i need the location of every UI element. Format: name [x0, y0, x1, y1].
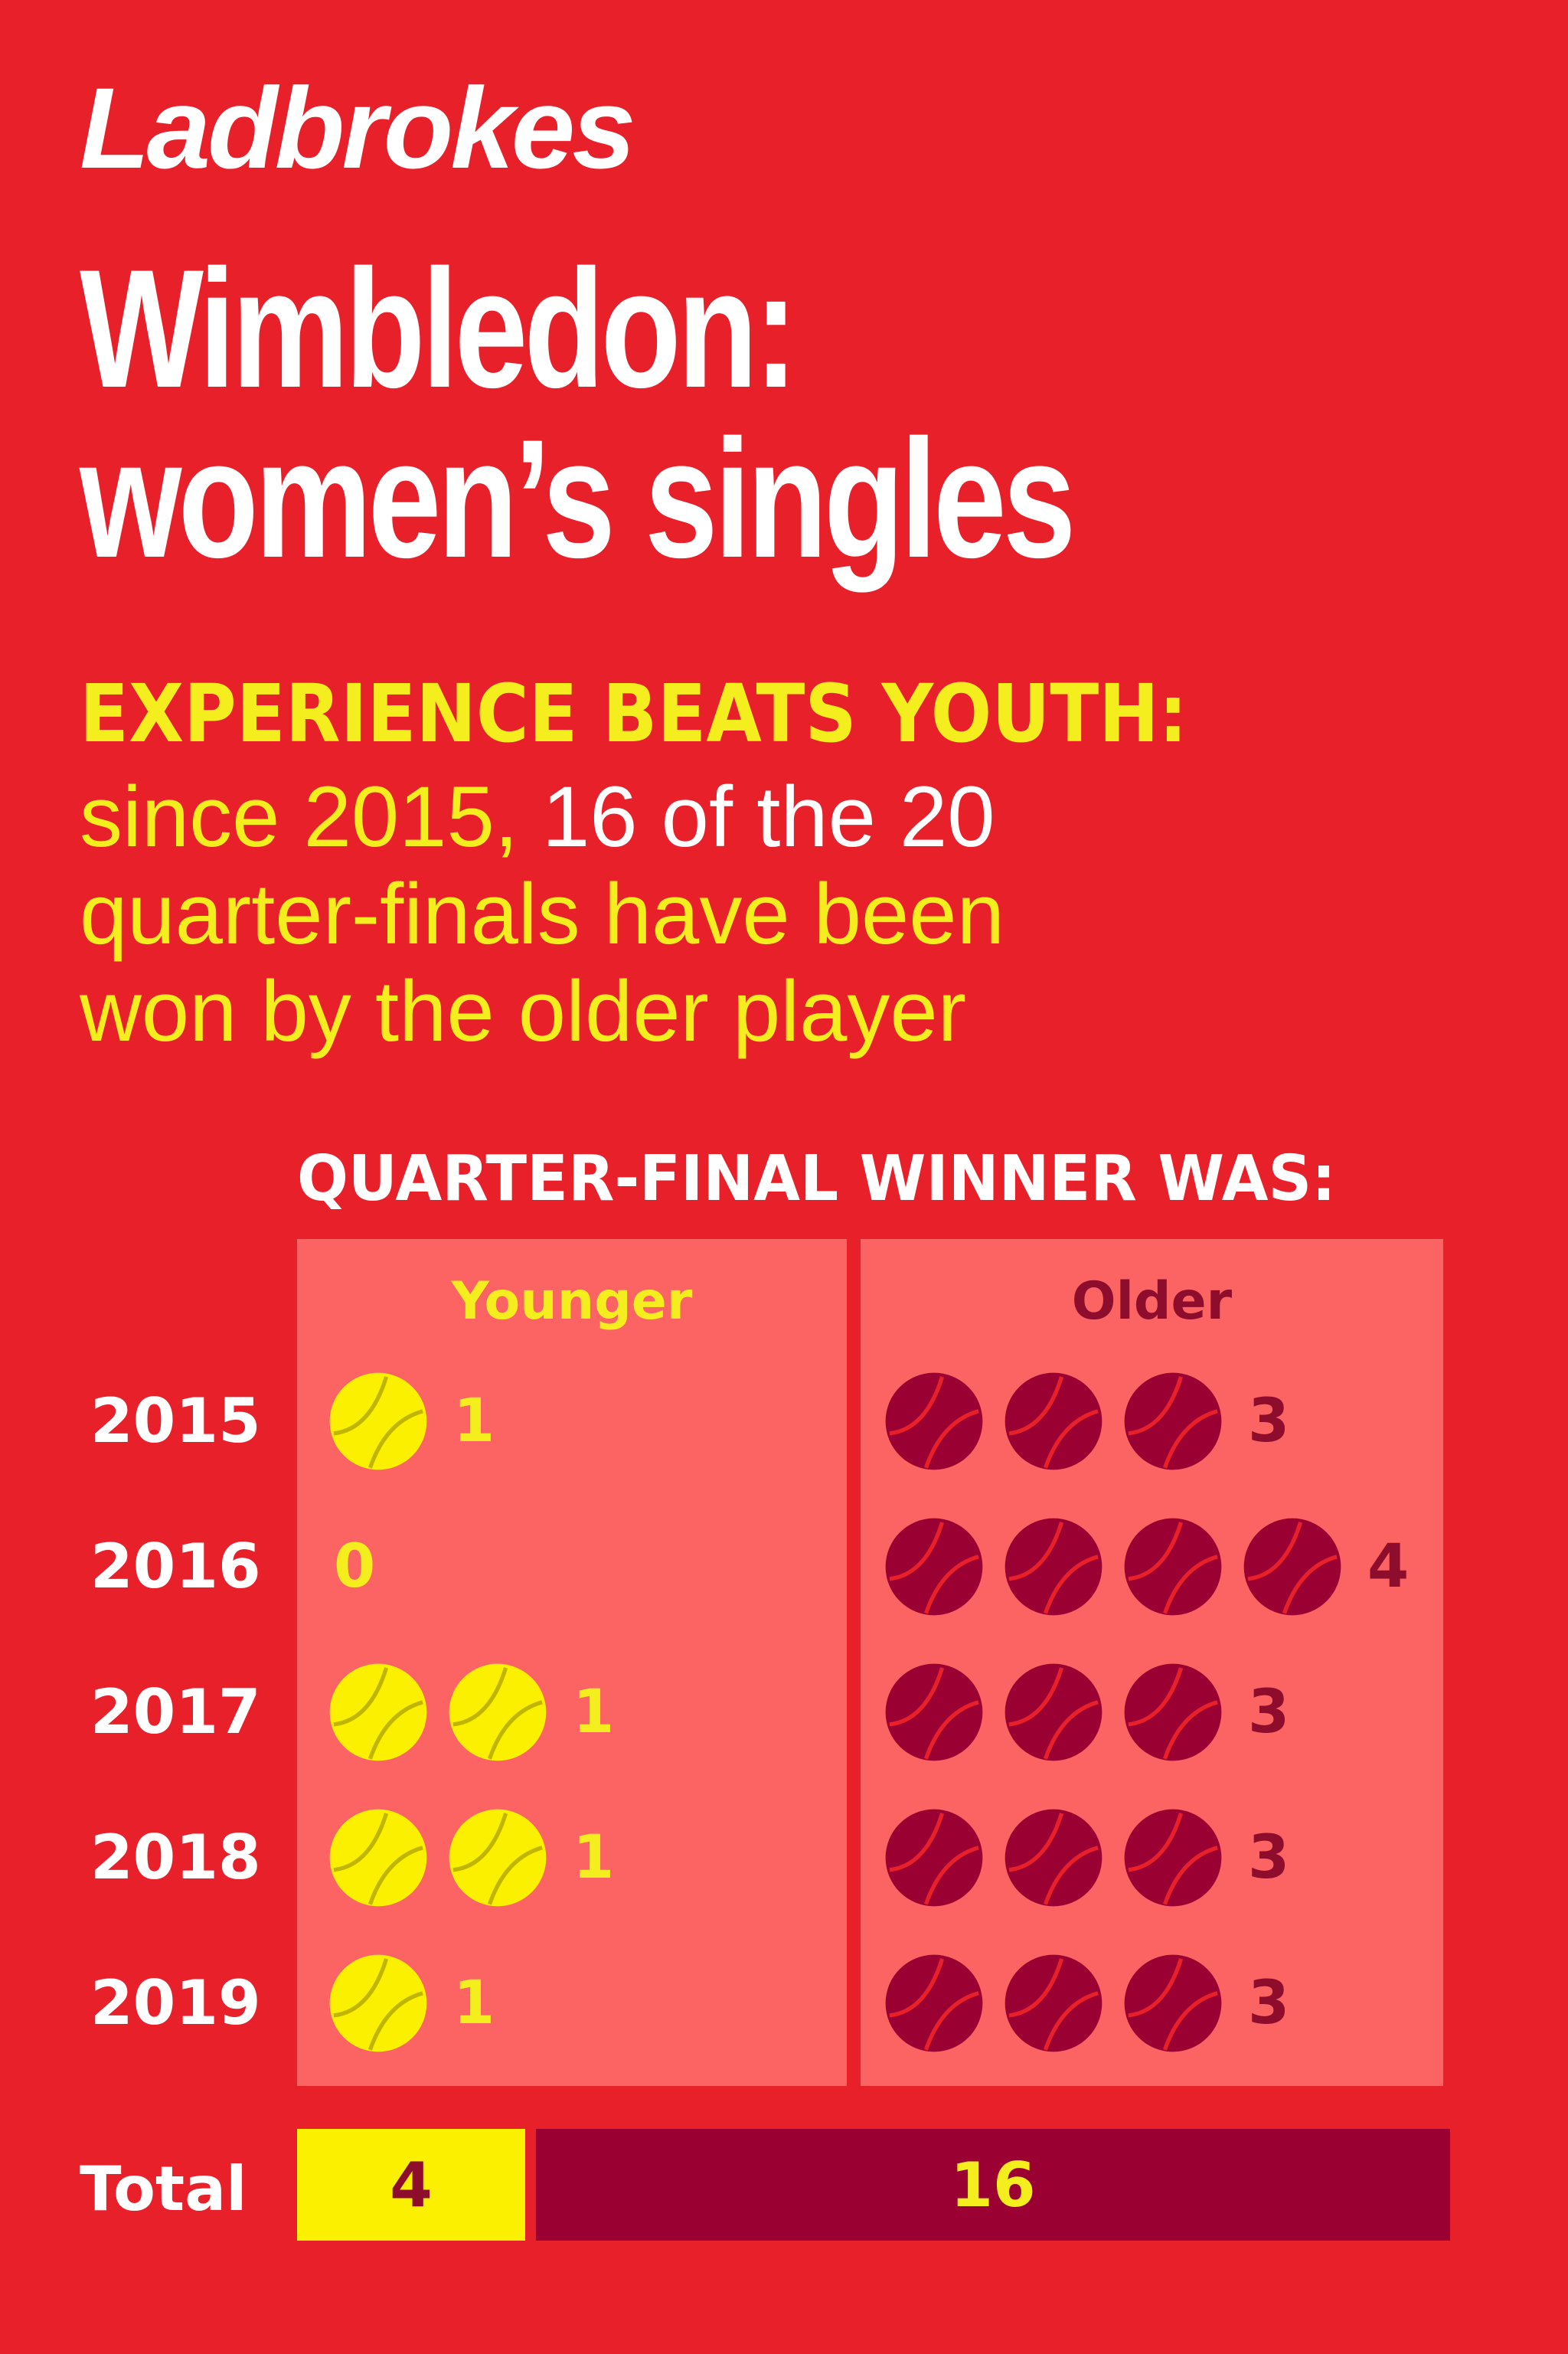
older-ball-row: 3	[884, 1371, 1289, 1472]
tennis-ball-icon	[449, 1663, 547, 1761]
tennis-ball-icon	[1124, 1663, 1222, 1761]
older-ball-row: 3	[884, 1807, 1289, 1908]
tennis-ball-icon	[449, 1809, 547, 1907]
older-ball	[884, 1516, 985, 1617]
younger-ball-row: 1	[328, 1807, 614, 1908]
older-ball	[884, 1662, 985, 1763]
tennis-ball-icon	[1124, 1809, 1222, 1907]
younger-ball-row: 1	[328, 1662, 614, 1763]
tennis-ball-icon	[329, 1372, 427, 1470]
title-line-2: women’s singles	[80, 404, 1076, 593]
subtext: since 2015, 16 of the 20 quarter-finals …	[80, 768, 1381, 1060]
younger-ball	[328, 1953, 429, 2054]
older-count: 3	[1248, 1387, 1290, 1456]
tennis-ball-icon	[1004, 1518, 1102, 1616]
tennis-ball-icon	[885, 1809, 983, 1907]
younger-ball	[447, 1807, 548, 1908]
headline: EXPERIENCE BEATS YOUTH:	[80, 667, 1187, 760]
tennis-ball-icon	[885, 1372, 983, 1470]
title-line-1: Wimbledon:	[80, 234, 798, 423]
older-ball	[1122, 1807, 1223, 1908]
older-ball	[1122, 1516, 1223, 1617]
younger-count: 1	[453, 1969, 495, 2038]
year-label: 2015	[90, 1385, 261, 1457]
older-ball	[1242, 1516, 1343, 1617]
tennis-ball-icon	[1004, 1954, 1102, 2052]
year-label: 2018	[90, 1822, 261, 1893]
subtext-line-1: since 2015, 16 of the 20	[80, 768, 1381, 865]
tennis-ball-icon	[329, 1809, 427, 1907]
older-ball	[1003, 1371, 1104, 1472]
younger-ball-row: 1	[328, 1953, 495, 2054]
tennis-ball-icon	[329, 1663, 427, 1761]
younger-count: 1	[573, 1823, 615, 1892]
total-younger-bar: 4	[297, 2129, 525, 2241]
older-ball-row: 4	[884, 1516, 1409, 1617]
subtext-highlight: 16 of the 20	[541, 769, 995, 865]
younger-ball-row: 0	[328, 1516, 375, 1617]
tennis-ball-icon	[885, 1954, 983, 2052]
tennis-ball-icon	[1004, 1663, 1102, 1761]
tennis-ball-icon	[1243, 1518, 1341, 1616]
section-label: QUARTER-FINAL WINNER WAS:	[297, 1143, 1336, 1215]
younger-count: 1	[453, 1387, 495, 1456]
subtext-line-2: quarter-finals have been	[80, 866, 1004, 962]
younger-ball-row: 1	[328, 1371, 495, 1472]
older-ball	[1122, 1371, 1223, 1472]
ladbrokes-logo: Ladbrokes	[80, 64, 636, 192]
younger-ball	[328, 1807, 429, 1908]
older-ball	[884, 1371, 985, 1472]
younger-count: 0	[334, 1532, 376, 1601]
year-label: 2017	[90, 1676, 261, 1748]
older-count: 3	[1248, 1823, 1290, 1892]
younger-ball	[328, 1662, 429, 1763]
year-label: 2016	[90, 1531, 261, 1602]
total-older-bar: 16	[536, 2129, 1450, 2241]
tennis-ball-icon	[885, 1663, 983, 1761]
subtext-line-3: won by the older player	[80, 963, 967, 1059]
older-count: 3	[1248, 1678, 1290, 1747]
older-ball	[1122, 1953, 1223, 2054]
subtext-line-1-pre: since 2015,	[80, 769, 542, 865]
older-ball	[1122, 1662, 1223, 1763]
tennis-ball-icon	[1124, 1518, 1222, 1616]
older-count: 3	[1248, 1969, 1290, 2038]
total-label: Total	[80, 2153, 247, 2225]
older-ball-row: 3	[884, 1662, 1289, 1763]
older-column-header: Older	[1071, 1271, 1233, 1332]
younger-ball	[328, 1371, 429, 1472]
tennis-ball-icon	[1004, 1809, 1102, 1907]
older-count: 4	[1367, 1532, 1410, 1601]
older-ball	[1003, 1516, 1104, 1617]
older-ball	[884, 1953, 985, 2054]
older-ball	[884, 1807, 985, 1908]
tennis-ball-icon	[1124, 1954, 1222, 2052]
older-ball	[1003, 1807, 1104, 1908]
tennis-ball-icon	[329, 1954, 427, 2052]
younger-ball	[447, 1662, 548, 1763]
older-ball-row: 3	[884, 1953, 1289, 2054]
younger-count: 1	[573, 1678, 615, 1747]
tennis-ball-icon	[885, 1518, 983, 1616]
page-title: Wimbledon: women’s singles	[80, 244, 1202, 584]
tennis-ball-icon	[1004, 1372, 1102, 1470]
year-label: 2019	[90, 1967, 261, 2038]
tennis-ball-icon	[1124, 1372, 1222, 1470]
younger-column-header: Younger	[451, 1271, 693, 1332]
older-ball	[1003, 1953, 1104, 2054]
older-ball	[1003, 1662, 1104, 1763]
